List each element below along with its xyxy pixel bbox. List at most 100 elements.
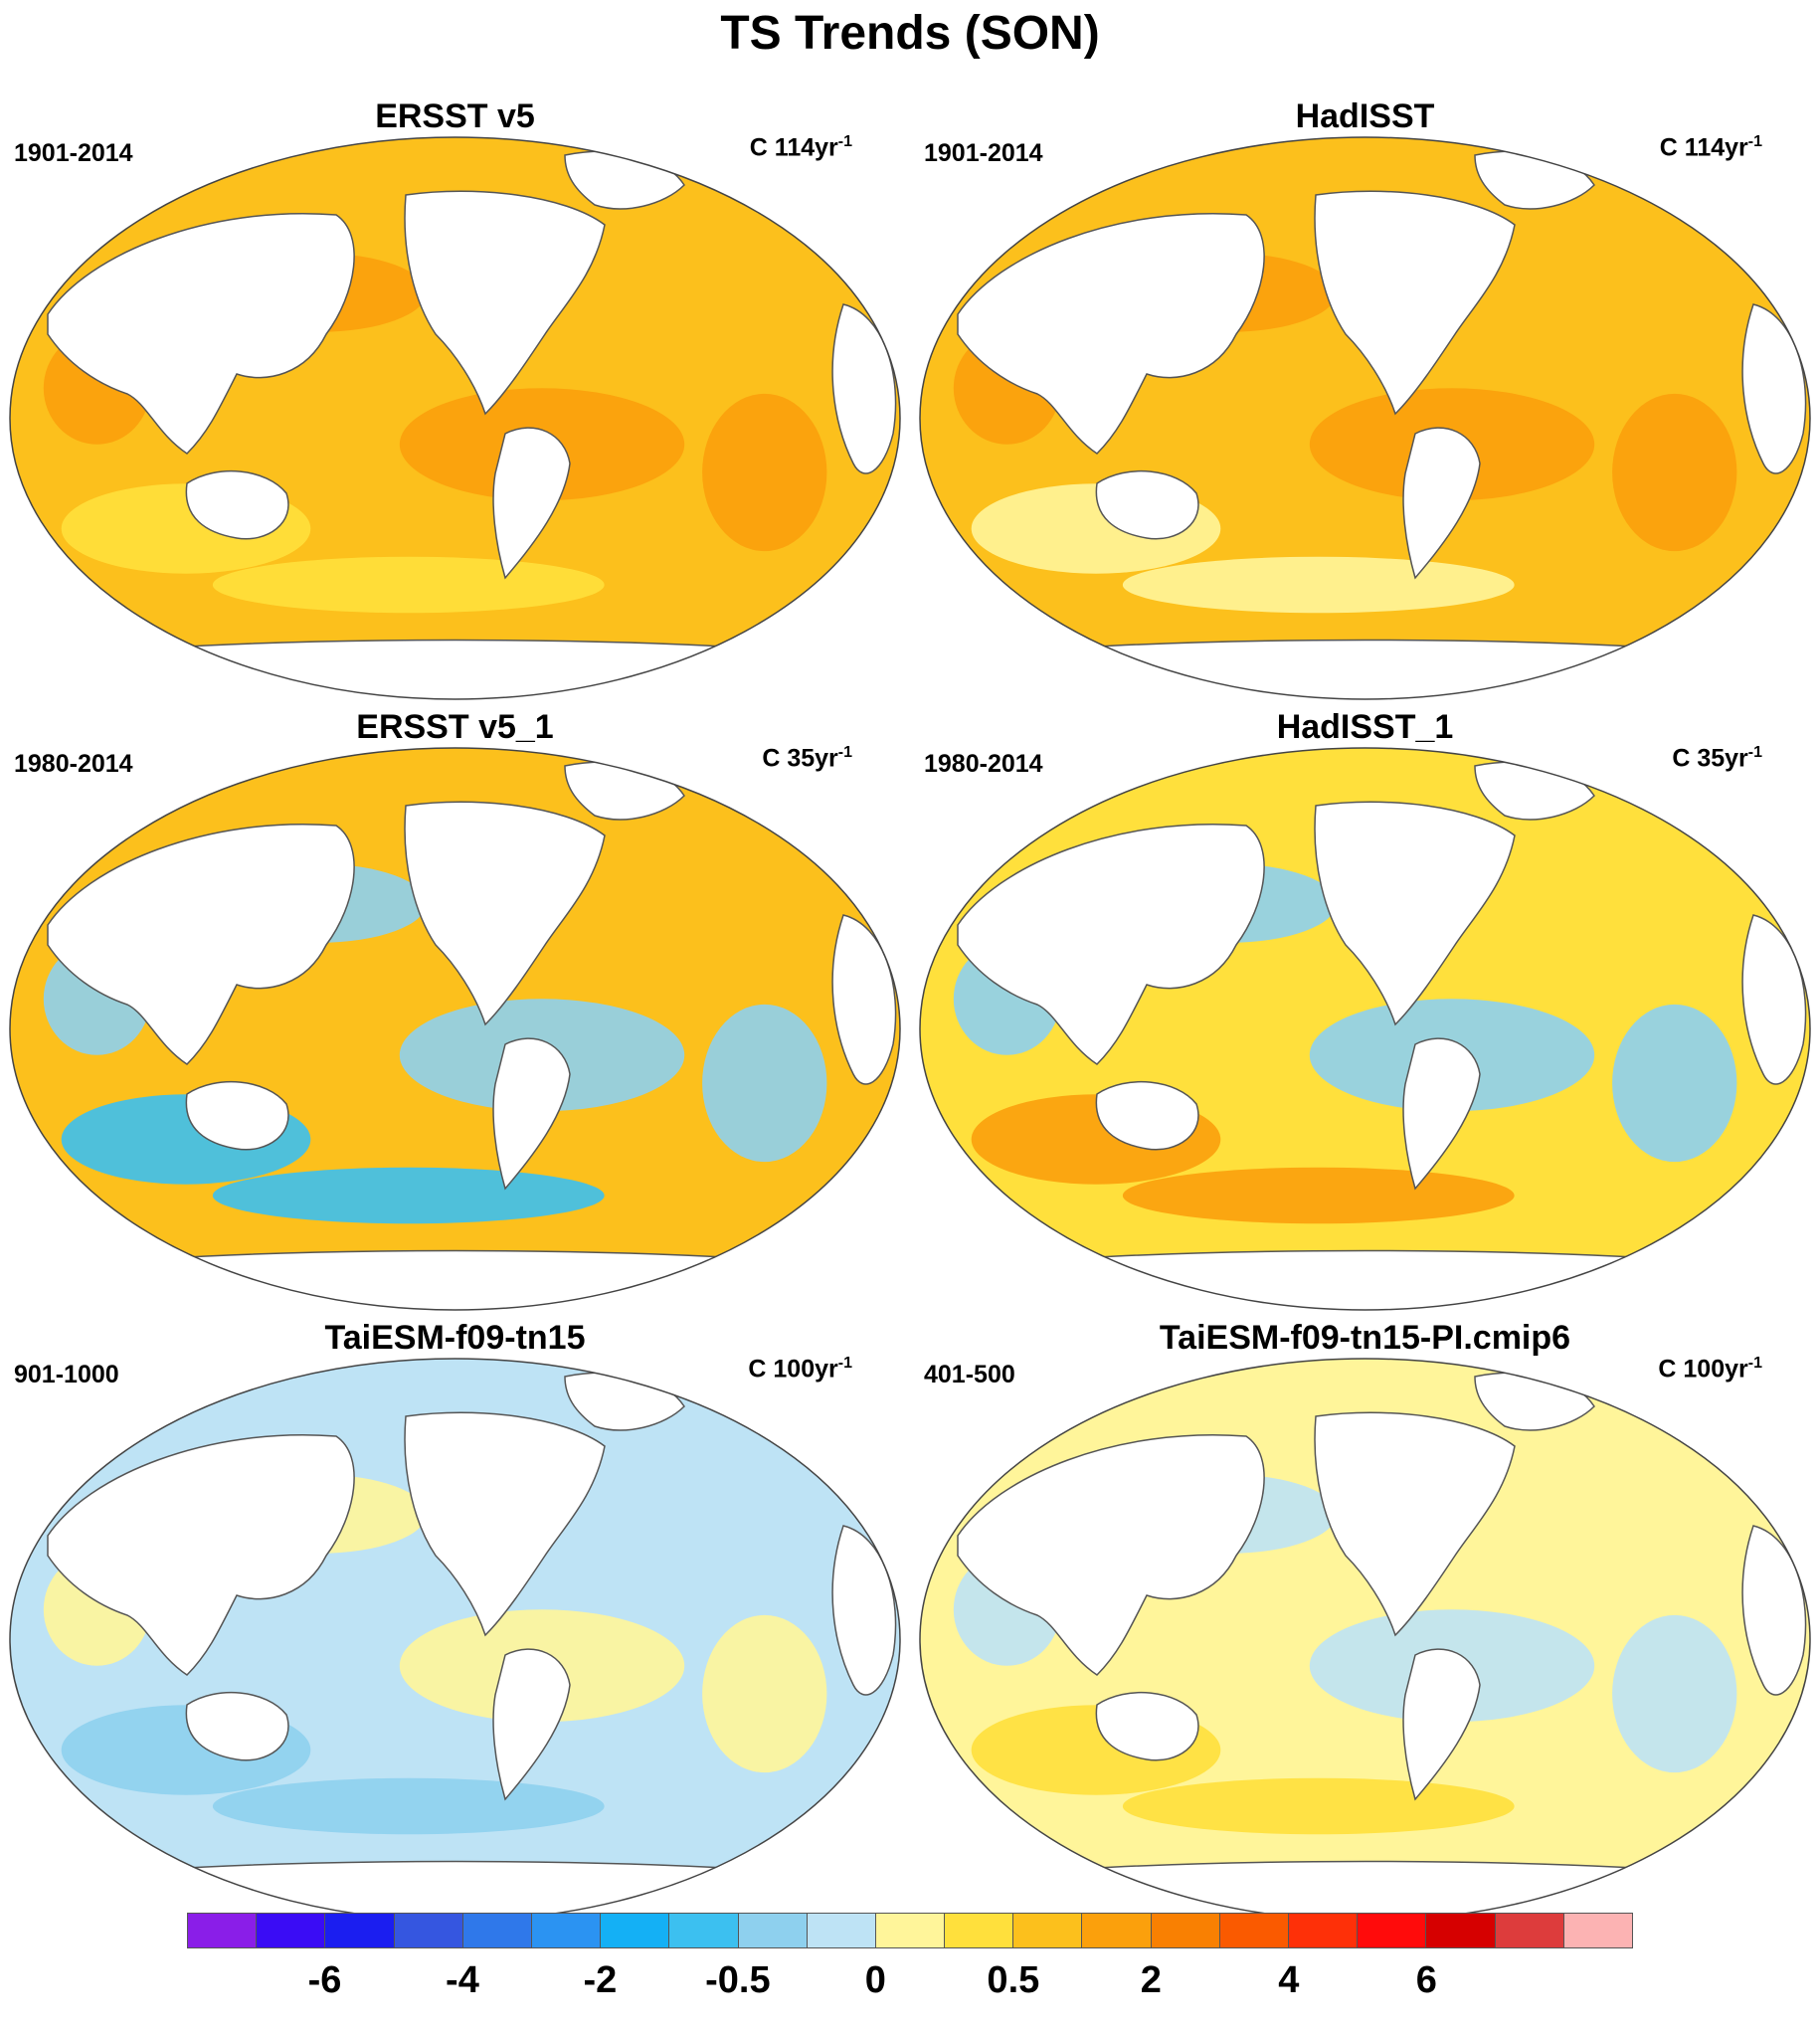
colorbar (187, 1913, 1633, 1948)
panel-units: C 100yr-1 (1658, 1355, 1762, 1384)
colorbar-label: -0.5 (705, 1959, 771, 2001)
land-mass (1314, 801, 1516, 1026)
colorbar-swatch (807, 1914, 876, 1947)
land-mass (10, 1249, 900, 1310)
panel-period: 401-500 (924, 1361, 1015, 1388)
world-map (9, 1358, 901, 1922)
world-map (919, 747, 1811, 1311)
map-border (919, 747, 1811, 1311)
land-mass (1095, 470, 1199, 540)
colorbar-swatch (1358, 1914, 1427, 1947)
colorbar-label: 2 (1140, 1959, 1162, 2001)
panel-units: C 114yr-1 (749, 133, 852, 162)
trend-anomaly (1612, 393, 1737, 552)
land-mass (920, 1249, 1810, 1310)
land-mass (957, 824, 1265, 1065)
colorbar-swatch (257, 1914, 326, 1947)
map-panel: TaiESM-f09-tn15 901-1000 C 100yr-1 (0, 1319, 910, 1922)
land-mass (185, 1692, 289, 1761)
map-border (9, 747, 901, 1311)
colorbar-swatch (601, 1914, 670, 1947)
colorbar-label: 0 (864, 1959, 886, 2001)
map-panel: HadISST_1 1980-2014 C 35yr-1 (910, 708, 1820, 1311)
panel-units: C 35yr-1 (762, 744, 852, 773)
panel-period: 1901-2014 (14, 139, 133, 167)
colorbar-swatch (188, 1914, 258, 1947)
land-mass (47, 1434, 355, 1676)
trend-anomaly (1122, 1167, 1515, 1224)
colorbar-swatch (1151, 1914, 1220, 1947)
map-panel: ERSST v5 1901-2014 C 114yr-1 (0, 97, 910, 700)
land-mass (404, 190, 606, 416)
land-mass (185, 470, 289, 540)
colorbar-label: -6 (307, 1959, 342, 2001)
panel-units: C 35yr-1 (1672, 744, 1762, 773)
land-mass (957, 1434, 1265, 1676)
world-map (919, 136, 1811, 700)
land-mass (47, 213, 355, 455)
trend-anomaly (702, 1614, 827, 1773)
trend-anomaly (702, 1004, 827, 1163)
land-mass (492, 427, 571, 580)
map-panel: TaiESM-f09-tn15-PI.cmip6 401-500 C 100yr-1 (910, 1319, 1820, 1922)
colorbar-swatch (875, 1914, 946, 1947)
world-map (9, 136, 901, 700)
land-mass (492, 1648, 571, 1801)
colorbar-swatch (669, 1914, 739, 1947)
land-mass (1314, 190, 1516, 416)
map-panel: HadISST 1901-2014 C 114yr-1 (910, 97, 1820, 700)
land-mass (47, 824, 355, 1065)
trend-anomaly (1122, 1777, 1515, 1835)
land-mass (404, 1411, 606, 1637)
panel-period: 1901-2014 (924, 139, 1043, 167)
colorbar-swatch (1219, 1914, 1289, 1947)
colorbar-label: 6 (1415, 1959, 1437, 2001)
trend-anomaly (1122, 556, 1515, 614)
panel-title: ERSST v5_1 (356, 708, 554, 746)
colorbar-label: -4 (446, 1959, 479, 2001)
land-mass (1314, 1411, 1516, 1637)
panel-units: C 114yr-1 (1659, 133, 1762, 162)
colorbar-swatch (945, 1914, 1014, 1947)
colorbar-swatch (394, 1914, 463, 1947)
panel-title: HadISST_1 (1276, 708, 1454, 746)
world-map (919, 1358, 1811, 1922)
map-border (9, 136, 901, 700)
colorbar-swatch (1013, 1914, 1083, 1947)
colorbar-swatch (1426, 1914, 1496, 1947)
panel-title: ERSST v5 (375, 97, 535, 135)
panel-title: TaiESM-f09-tn15 (324, 1319, 586, 1357)
panel-period: 1980-2014 (924, 750, 1043, 778)
panel-title: TaiESM-f09-tn15-PI.cmip6 (1159, 1319, 1571, 1357)
panel-period: 901-1000 (14, 1361, 119, 1388)
figure-title: TS Trends (SON) (720, 7, 1100, 60)
colorbar-swatch (462, 1914, 532, 1947)
colorbar-label: 4 (1278, 1959, 1300, 2001)
panel-units: C 100yr-1 (748, 1355, 852, 1384)
land-mass (1095, 1692, 1199, 1761)
map-panel: ERSST v5_1 1980-2014 C 35yr-1 (0, 708, 910, 1311)
colorbar-swatch (325, 1914, 395, 1947)
land-mass (1095, 1081, 1199, 1151)
land-mass (10, 639, 900, 699)
land-mass (1402, 1648, 1481, 1801)
colorbar-swatch (1082, 1914, 1152, 1947)
land-mass (920, 639, 1810, 699)
colorbar-swatch (1289, 1914, 1359, 1947)
panel-title: HadISST (1295, 97, 1435, 135)
colorbar-label: 0.5 (987, 1959, 1040, 2001)
trend-anomaly (1612, 1004, 1737, 1163)
trend-anomaly (212, 556, 605, 614)
colorbar-swatch (1495, 1914, 1564, 1947)
trend-anomaly (702, 393, 827, 552)
land-mass (185, 1081, 289, 1151)
colorbar-swatch (1563, 1914, 1632, 1947)
colorbar-swatch (531, 1914, 602, 1947)
trend-anomaly (212, 1777, 605, 1835)
trend-anomaly (1612, 1614, 1737, 1773)
colorbar-label: -2 (583, 1959, 618, 2001)
land-mass (1402, 427, 1481, 580)
trend-anomaly (212, 1167, 605, 1224)
land-mass (957, 213, 1265, 455)
panel-period: 1980-2014 (14, 750, 133, 778)
